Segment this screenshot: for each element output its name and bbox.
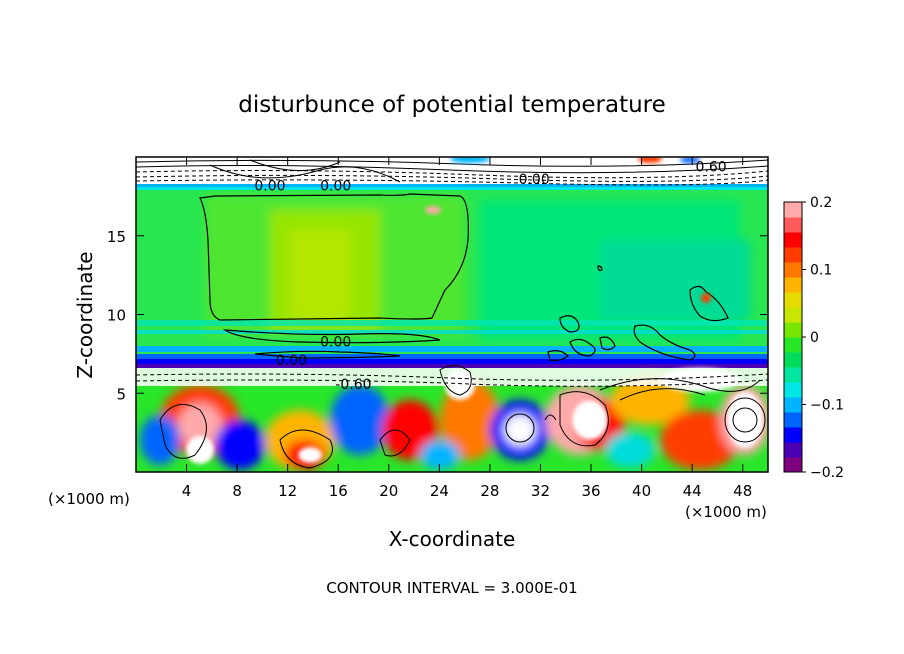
colorbar-tick-label: 0.1 (810, 263, 832, 279)
colorbar-swatch (784, 352, 802, 368)
colorbar-swatch (784, 322, 802, 338)
colorbar-swatch (784, 202, 802, 218)
contour-label: 0.00 (254, 178, 285, 194)
colorbar-tick-label: 0.2 (810, 195, 832, 211)
colorbar-swatch (784, 442, 802, 458)
x-axis-ticks: 4 8 12 16 20 24 28 32 36 40 44 48 (182, 157, 752, 500)
contour-labels: 0.00 0.00 -0.60 0.00 0.00 0.00 0.60 (254, 159, 726, 392)
y-axis-unit: (×1000 m) (48, 490, 130, 508)
contour-label: 0.00 (320, 178, 351, 194)
colorbar-swatch (784, 262, 802, 278)
colorbar-swatch (784, 292, 802, 308)
x-tick-label: 28 (480, 482, 499, 500)
x-tick-label: 24 (430, 482, 449, 500)
colorbar-swatch (784, 457, 802, 473)
x-tick-label: 44 (683, 482, 702, 500)
colorbar-swatch (784, 232, 802, 248)
y-tick-label: 5 (116, 385, 126, 403)
colorbar-swatch (784, 277, 802, 293)
colorbar-tick-label: −0.1 (810, 398, 844, 414)
colorbar-tick-label: −0.2 (810, 465, 844, 481)
x-tick-label: 40 (632, 482, 651, 500)
chart-title: disturbunce of potential temperature (238, 92, 666, 118)
x-tick-label: 20 (379, 482, 398, 500)
colorbar-swatch (784, 397, 802, 413)
colorbar-swatch (784, 307, 802, 323)
x-tick-label: 4 (182, 482, 192, 500)
contour-interval-footer: CONTOUR INTERVAL = 3.000E-01 (326, 579, 577, 597)
colorbar-swatch (784, 382, 802, 398)
colorbar-swatch (784, 367, 802, 383)
contour-label: 0.00 (320, 334, 351, 350)
x-tick-label: 16 (329, 482, 348, 500)
y-tick-label: 15 (107, 228, 126, 246)
y-tick-label: 10 (107, 307, 126, 325)
x-tick-label: 48 (733, 482, 752, 500)
colorbar-swatch (784, 427, 802, 443)
colorbar-ticks: 0.2 0.1 0 −0.1 −0.2 (802, 195, 844, 481)
contour-label: 0.00 (276, 353, 307, 369)
x-tick-label: 12 (278, 482, 297, 500)
colorbar (783, 201, 803, 473)
colorbar-swatch (784, 217, 802, 233)
x-axis-label: X-coordinate (389, 527, 516, 551)
x-tick-label: 32 (531, 482, 550, 500)
colorbar-swatch (784, 337, 802, 353)
y-axis-ticks: 5 10 15 (107, 228, 768, 403)
colorbar-tick-label: 0 (810, 330, 819, 346)
colorbar-swatch (784, 247, 802, 263)
x-tick-label: 8 (232, 482, 242, 500)
colorbar-swatch (784, 412, 802, 428)
x-axis-unit: (×1000 m) (685, 503, 767, 521)
y-axis-label: Z-coordinate (73, 251, 97, 378)
contour-label: 0.60 (696, 159, 727, 175)
x-tick-label: 36 (581, 482, 600, 500)
contour-label: 0.00 (519, 172, 550, 188)
contour-label: -0.60 (335, 377, 371, 393)
plot-area (136, 157, 768, 472)
